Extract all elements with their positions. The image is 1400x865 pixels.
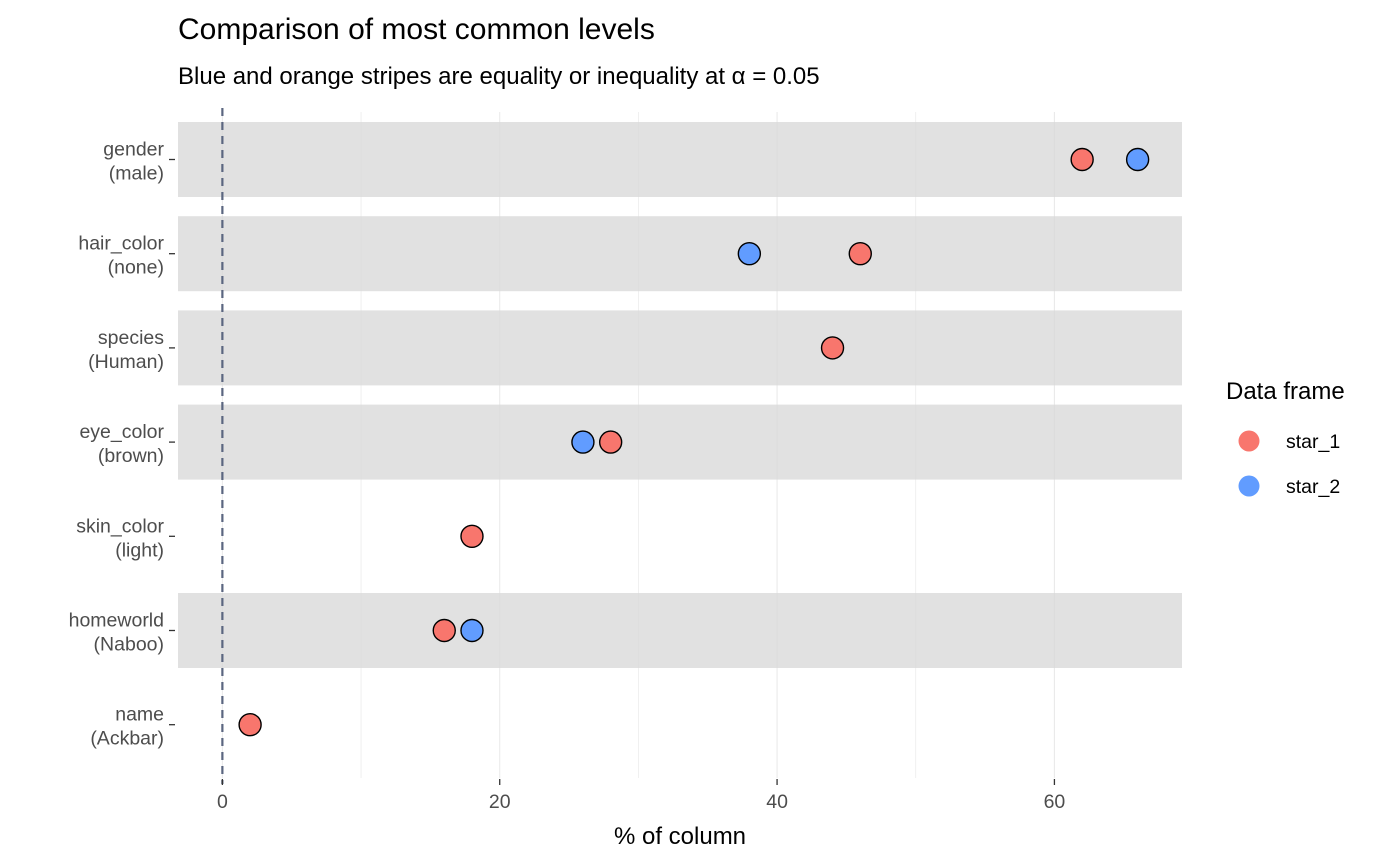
legend-label-star_2: star_2 — [1286, 476, 1340, 498]
row-stripes — [178, 122, 1182, 668]
row-stripe — [178, 310, 1182, 386]
y-axis: gender (male) hair_color (none) species (Huma… — [69, 139, 175, 750]
x-tick-label: 40 — [766, 791, 788, 813]
x-tick-label: 60 — [1044, 791, 1066, 813]
y-tick-label: gender (male) — [103, 139, 164, 185]
data-point-star_1 — [848, 241, 872, 266]
y-tick-label: name (Ackbar) — [90, 704, 164, 750]
data-point-star_1 — [238, 713, 262, 737]
chart-title: Comparison of most common levels — [178, 13, 655, 46]
data-point-star_1 — [460, 524, 484, 548]
data-point-star_1 — [1070, 147, 1094, 172]
y-tick-label: species (Human) — [88, 327, 164, 373]
chart-subtitle: Blue and orange stripes are equality or … — [178, 63, 820, 90]
legend-key-star_2 — [1238, 475, 1260, 497]
data-points — [238, 147, 1150, 737]
x-axis-label: % of column — [614, 823, 746, 850]
row-stripe — [178, 593, 1182, 668]
y-tick-label: eye_color (brown) — [79, 421, 164, 467]
y-tick-label: hair_color (none) — [78, 233, 164, 279]
grid-lines — [221, 112, 1055, 778]
row-stripe — [178, 404, 1182, 480]
y-tick-label: homeworld (Naboo) — [69, 610, 164, 656]
data-point-star_2 — [571, 430, 595, 454]
y-tick-label: skin_color (light) — [76, 515, 164, 561]
x-axis: 0 20 40 60 — [217, 779, 1065, 813]
data-point-star_2 — [460, 618, 484, 643]
data-point-star_1 — [598, 430, 623, 454]
legend-label-star_1: star_1 — [1286, 431, 1340, 453]
legend: Data frame star_1 star_2 — [1226, 378, 1345, 498]
legend-key-star_1 — [1238, 430, 1260, 452]
data-point-star_2 — [737, 241, 762, 266]
legend-title: Data frame — [1226, 378, 1345, 405]
row-stripe — [178, 216, 1182, 292]
data-point-star_2 — [1125, 147, 1150, 172]
data-point-star_1 — [820, 336, 845, 360]
row-stripe — [178, 122, 1182, 197]
data-point-star_1 — [432, 618, 456, 643]
x-tick-label: 20 — [489, 791, 511, 813]
x-tick-label: 0 — [217, 791, 228, 813]
